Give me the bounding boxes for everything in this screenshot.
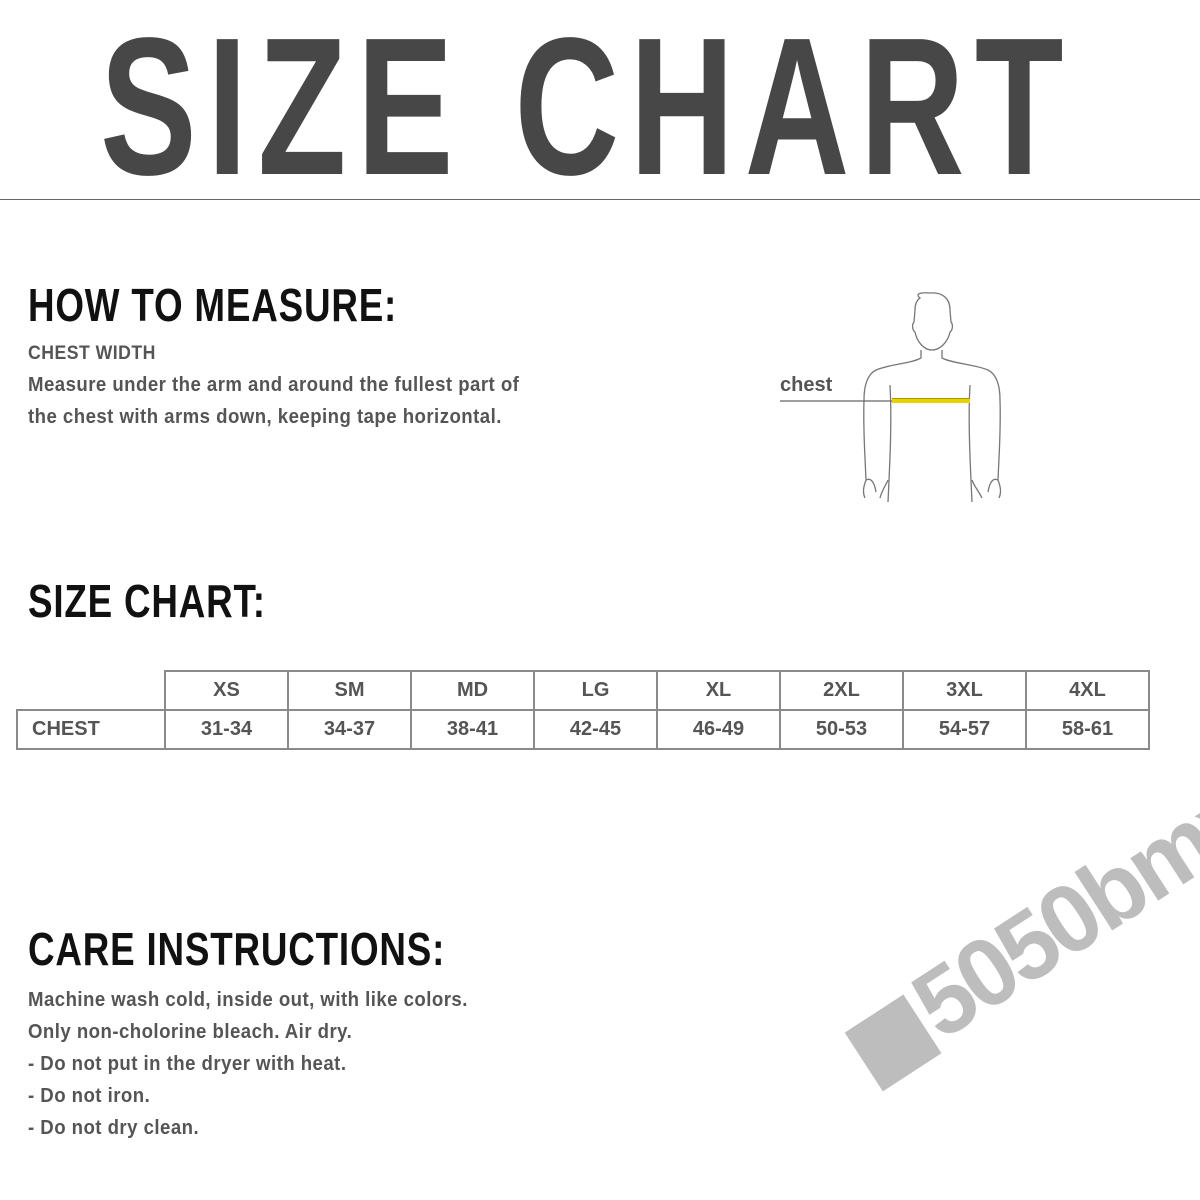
row-label: CHEST bbox=[16, 709, 166, 750]
empty-cell bbox=[17, 671, 166, 711]
chest-value: 46-49 bbox=[656, 709, 781, 750]
brand-logo: 5050bmx bbox=[830, 760, 1200, 1102]
chest-value: 42-45 bbox=[533, 709, 658, 750]
care-line: - Do not iron. bbox=[28, 1085, 151, 1107]
body-measurement-figure: chest bbox=[770, 280, 1030, 520]
page-title: SIZE CHART bbox=[100, 0, 1074, 216]
chest-value: 54-57 bbox=[902, 709, 1027, 750]
care-line: - Do not put in the dryer with heat. bbox=[28, 1053, 347, 1075]
size-table: XS SM MD LG XL 2XL 3XL 4XL CHEST 31-34 3… bbox=[16, 670, 1150, 750]
logo-text: 5050bmx bbox=[894, 760, 1200, 1060]
measure-line-2: the chest with arms down, keeping tape h… bbox=[28, 406, 502, 428]
tape-measure bbox=[892, 398, 970, 403]
size-header: 2XL bbox=[779, 670, 904, 711]
care-line: Only non-cholorine bleach. Air dry. bbox=[28, 1021, 353, 1043]
chest-value: 31-34 bbox=[164, 709, 289, 750]
size-header: LG bbox=[533, 670, 658, 711]
size-header: XS bbox=[164, 670, 289, 711]
size-header: MD bbox=[410, 670, 535, 711]
chest-width-subheading: CHEST WIDTH bbox=[28, 343, 156, 364]
table-header-row: XS SM MD LG XL 2XL 3XL 4XL bbox=[17, 670, 1150, 711]
chest-value: 58-61 bbox=[1025, 709, 1150, 750]
how-to-measure-heading: HOW TO MEASURE: bbox=[28, 279, 398, 331]
care-line: - Do not dry clean. bbox=[28, 1117, 200, 1139]
chest-value: 34-37 bbox=[287, 709, 412, 750]
size-header: XL bbox=[656, 670, 781, 711]
table-row: CHEST 31-34 34-37 38-41 42-45 46-49 50-5… bbox=[16, 709, 1150, 750]
size-header: 3XL bbox=[902, 670, 1027, 711]
measure-line-1: Measure under the arm and around the ful… bbox=[28, 374, 520, 396]
chest-label: chest bbox=[780, 374, 833, 396]
divider bbox=[0, 199, 1200, 200]
chest-value: 38-41 bbox=[410, 709, 535, 750]
chest-value: 50-53 bbox=[779, 709, 904, 750]
size-chart-heading: SIZE CHART: bbox=[28, 575, 266, 627]
size-header: 4XL bbox=[1025, 670, 1150, 711]
size-header: SM bbox=[287, 670, 412, 711]
care-line: Machine wash cold, inside out, with like… bbox=[28, 989, 468, 1011]
care-heading: CARE INSTRUCTIONS: bbox=[28, 923, 446, 975]
